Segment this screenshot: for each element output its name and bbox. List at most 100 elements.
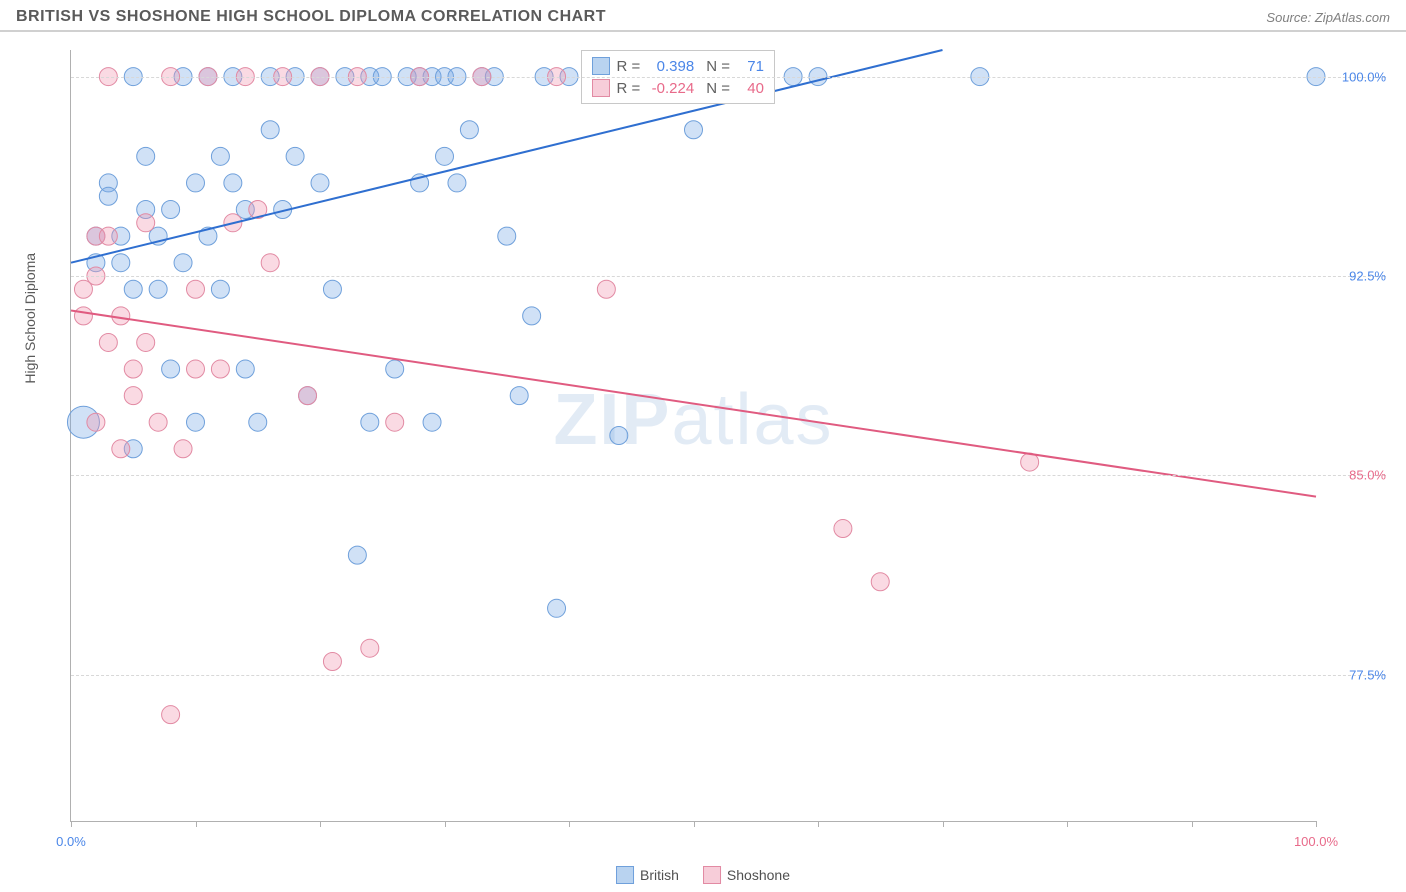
stat-r-value: -0.224 (646, 80, 694, 97)
data-point (112, 254, 130, 272)
data-point (498, 227, 516, 245)
chart-container: High School Diploma ZIPatlas R =0.398N =… (30, 40, 1396, 842)
data-point (361, 639, 379, 657)
data-point (871, 573, 889, 591)
x-tick (1067, 821, 1068, 827)
data-point (348, 546, 366, 564)
x-tick (320, 821, 321, 827)
x-tick-label: 0.0% (56, 834, 86, 849)
data-point (361, 413, 379, 431)
x-tick (818, 821, 819, 827)
data-point (211, 360, 229, 378)
stat-n-value: 71 (736, 58, 764, 75)
x-tick (1192, 821, 1193, 827)
x-tick (445, 821, 446, 827)
x-tick-label: 100.0% (1294, 834, 1338, 849)
stats-row: R =-0.224N =40 (592, 77, 764, 99)
bottom-legend: British Shoshone (616, 866, 790, 884)
data-point (99, 187, 117, 205)
data-point (299, 387, 317, 405)
x-tick (71, 821, 72, 827)
y-tick-label: 85.0% (1349, 468, 1386, 483)
data-point (261, 121, 279, 139)
data-point (386, 413, 404, 431)
legend-swatch (616, 866, 634, 884)
legend-item: Shoshone (703, 866, 790, 884)
gridline (71, 77, 1386, 78)
data-point (548, 599, 566, 617)
data-point (187, 280, 205, 298)
chart-title: BRITISH VS SHOSHONE HIGH SCHOOL DIPLOMA … (16, 8, 606, 26)
data-point (174, 254, 192, 272)
y-tick-label: 77.5% (1349, 667, 1386, 682)
data-point (423, 413, 441, 431)
data-point (187, 413, 205, 431)
gridline (71, 475, 1386, 476)
gridline (71, 675, 1386, 676)
y-axis-label: High School Diploma (22, 253, 38, 384)
data-point (149, 413, 167, 431)
source-label: Source: (1266, 10, 1311, 25)
data-point (137, 214, 155, 232)
scatter-svg (71, 50, 1316, 821)
x-tick (694, 821, 695, 827)
stat-r-label: R = (616, 58, 640, 75)
data-point (87, 413, 105, 431)
data-point (286, 147, 304, 165)
data-point (610, 427, 628, 445)
data-point (523, 307, 541, 325)
stat-r-label: R = (616, 80, 640, 97)
data-point (323, 652, 341, 670)
legend-label: British (640, 867, 679, 883)
data-point (249, 413, 267, 431)
x-tick (196, 821, 197, 827)
legend-swatch (592, 79, 610, 97)
data-point (460, 121, 478, 139)
data-point (162, 360, 180, 378)
data-point (311, 174, 329, 192)
data-point (448, 174, 466, 192)
data-point (124, 387, 142, 405)
data-point (99, 333, 117, 351)
x-tick (569, 821, 570, 827)
data-point (124, 360, 142, 378)
data-point (162, 706, 180, 724)
data-point (436, 147, 454, 165)
data-point (211, 280, 229, 298)
data-point (685, 121, 703, 139)
y-tick-label: 92.5% (1349, 268, 1386, 283)
legend-swatch (592, 57, 610, 75)
legend-label: Shoshone (727, 867, 790, 883)
y-tick-label: 100.0% (1342, 69, 1386, 84)
stat-n-value: 40 (736, 80, 764, 97)
x-tick (1316, 821, 1317, 827)
data-point (834, 520, 852, 538)
stat-n-label: N = (706, 58, 730, 75)
data-point (112, 440, 130, 458)
data-point (597, 280, 615, 298)
data-point (187, 174, 205, 192)
data-point (137, 333, 155, 351)
stat-r-value: 0.398 (646, 58, 694, 75)
plot-area: ZIPatlas R =0.398N =71R =-0.224N =40 100… (70, 50, 1316, 822)
regression-line (71, 311, 1316, 497)
legend-swatch (703, 866, 721, 884)
header: BRITISH VS SHOSHONE HIGH SCHOOL DIPLOMA … (0, 0, 1406, 32)
legend-item: British (616, 866, 679, 884)
data-point (112, 307, 130, 325)
data-point (137, 147, 155, 165)
data-point (149, 280, 167, 298)
source-attribution: Source: ZipAtlas.com (1266, 10, 1390, 25)
data-point (162, 201, 180, 219)
x-tick (943, 821, 944, 827)
data-point (187, 360, 205, 378)
data-point (224, 174, 242, 192)
data-point (323, 280, 341, 298)
data-point (74, 307, 92, 325)
data-point (124, 280, 142, 298)
source-value: ZipAtlas.com (1315, 10, 1390, 25)
data-point (99, 227, 117, 245)
stats-row: R = 0.398 N = 71 (592, 55, 764, 77)
gridline (71, 276, 1386, 277)
data-point (174, 440, 192, 458)
